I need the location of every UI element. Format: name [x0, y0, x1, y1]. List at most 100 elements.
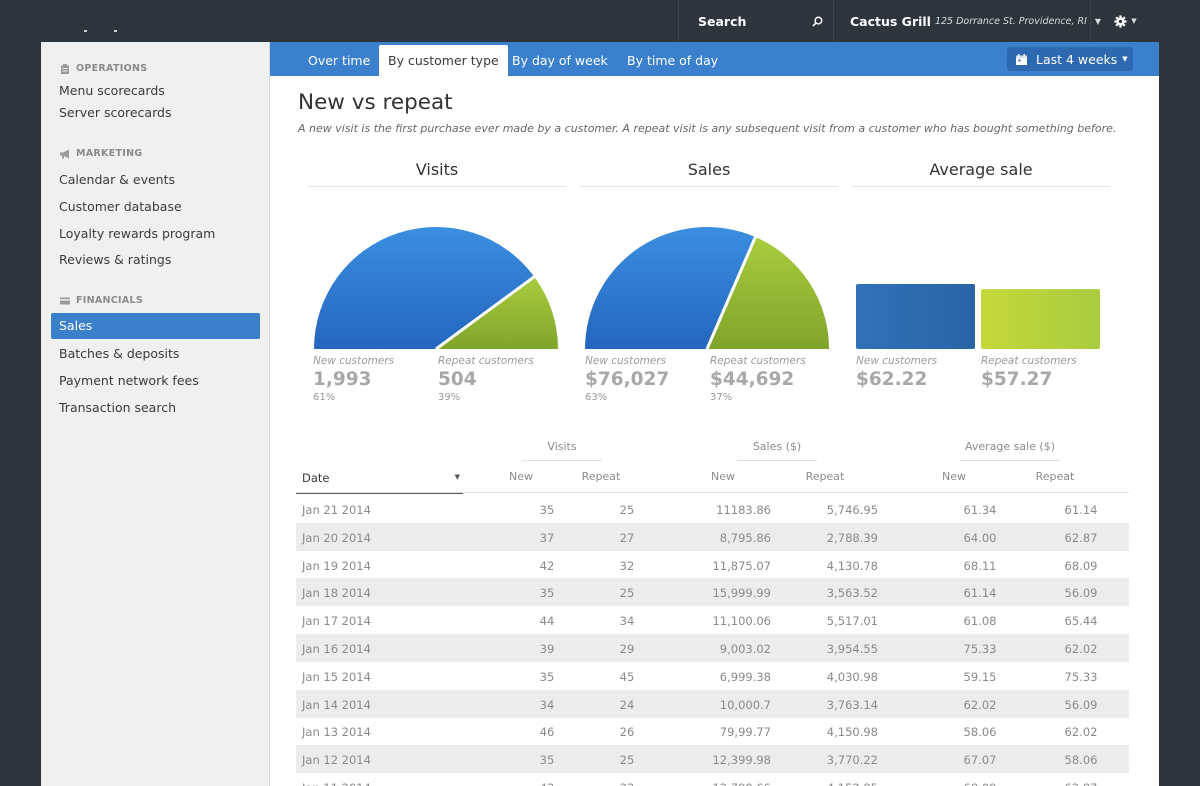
table-row[interactable]: Jan 14 2014 34 24 10,000.7 3,763.14 62.02 56.0… [296, 689, 1129, 718]
sales-slice-new[interactable] [585, 227, 756, 349]
sidebar-section-financials: FINANCIALS [60, 295, 143, 306]
sales-slice-repeat[interactable] [707, 237, 829, 349]
table-row[interactable]: Jan 15 2014 35 45 6,999.38 4,030.98 59.15 75.3… [296, 662, 1129, 690]
sales-repeat-stat: Repeat customers $44,692 37% [710, 355, 806, 403]
settings-button[interactable]: ▼ [1090, 0, 1160, 42]
cell-s-new: 6,999.38 [719, 669, 771, 684]
cell-s-rep: 3,763.14 [826, 697, 878, 712]
table-row[interactable]: Jan 16 2014 39 29 9,003.02 3,954.55 75.33 62.0… [296, 634, 1129, 662]
column-header-sales-new[interactable]: New [711, 470, 735, 483]
column-header-visits-new[interactable]: New [509, 470, 533, 483]
sales-chart-title: Sales [687, 160, 731, 179]
sidebar-item-payment-network-fees[interactable]: Payment network fees [59, 373, 199, 388]
cell-a-new: 68.09 [950, 781, 1010, 786]
tab-by-customer-type[interactable]: By customer type [379, 45, 508, 76]
cell-date: Jan 15 2014 [302, 669, 371, 684]
average-sale-bar-repeat[interactable] [981, 289, 1100, 349]
cell-v-new: 39 [539, 642, 555, 656]
sidebar-item-menu-scorecards[interactable]: Menu scorecards [59, 83, 165, 98]
table-row[interactable]: Jan 21 2014 35 25 11183.86 5,746.95 61.34 61.1… [296, 495, 1129, 523]
logo[interactable] [84, 30, 124, 34]
page-title: New vs repeat [298, 90, 453, 115]
divider [522, 460, 602, 461]
tab-by-time-of-day[interactable]: By time of day [627, 53, 719, 68]
cell-a-new: 68.11 [963, 558, 997, 573]
cell-date: Jan 12 2014 [302, 753, 371, 768]
average-sale-chart-title: Average sale [929, 160, 1033, 179]
cell-a-new: 67.07 [963, 753, 997, 768]
chevron-down-icon: ▼ [1131, 17, 1137, 25]
table-group-sales: Sales ($) [752, 440, 802, 453]
table-row[interactable]: Jan 11 2014 43 33 12,790.66 4,152.85 68.09 62.… [296, 773, 1129, 786]
search-button[interactable]: Search [678, 0, 834, 42]
cell-s-new: 15,999.99 [712, 586, 771, 601]
sidebar-item-batches-deposits[interactable]: Batches & deposits [59, 346, 180, 361]
date-range-button[interactable]: Last 4 weeks ▼ [1007, 47, 1133, 71]
visits-repeat-stat: Repeat customers 504 39% [438, 355, 534, 403]
charts-canvas [314, 226, 1100, 351]
cell-a-rep: 62.87 [1064, 530, 1098, 545]
table-row[interactable]: Jan 18 2014 35 25 15,999.99 3,563.52 61.14 56.… [296, 578, 1129, 607]
table-row[interactable]: Jan 17 2014 44 34 11,100.06 5,517.01 61.08 65.… [296, 606, 1129, 634]
cell-date: Jan 13 2014 [302, 725, 371, 740]
sidebar-item-calendar-events[interactable]: Calendar & events [59, 172, 176, 187]
cell-s-rep: 3,954.55 [826, 642, 878, 656]
sidebar-item-server-scorecards[interactable]: Server scorecards [59, 105, 172, 120]
table-group-average-sale: Average sale ($) [964, 440, 1056, 453]
business-selector[interactable]: Cactus Grill 125 Dorrance St. Providence… [834, 0, 1101, 42]
divider [308, 186, 566, 187]
cell-s-new: 12,790.66 [684, 781, 771, 786]
tab-over-time[interactable]: Over time [308, 53, 371, 68]
cell-date: Jan 20 2014 [302, 530, 371, 545]
sort-caret-icon: ▼ [454, 473, 460, 481]
cell-v-rep: 25 [619, 753, 635, 768]
cell-s-new: 12,399.98 [712, 753, 771, 768]
cell-v-new: 46 [539, 725, 555, 740]
cell-a-rep: 62.02 [1064, 725, 1098, 740]
table-group-visits: Visits [547, 440, 577, 453]
business-name: Cactus Grill [850, 13, 931, 29]
column-header-sales-repeat[interactable]: Repeat [805, 470, 845, 483]
table-row[interactable]: Jan 19 2014 42 32 11,875.07 4,130.78 68.11 68.… [296, 551, 1129, 579]
visits-slice-new[interactable] [314, 226, 535, 349]
table-row[interactable]: Jan 12 2014 35 25 12,399.98 3,770.22 67.07 58.… [296, 745, 1129, 774]
visits-slice-repeat[interactable] [436, 276, 558, 349]
sidebar-section-marketing: MARKETING [60, 148, 142, 159]
cell-s-rep: 5,517.01 [826, 614, 878, 629]
cell-date: Jan 18 2014 [302, 586, 371, 601]
sidebar-item-sales[interactable]: Sales [51, 313, 260, 339]
sidebar-item-transaction-search[interactable]: Transaction search [59, 400, 177, 415]
cell-s-rep: 4,152.85 [786, 781, 878, 786]
cell-a-rep: 62.87 [1051, 781, 1111, 786]
cell-v-new: 37 [539, 530, 555, 545]
cell-s-new: 10,000.7 [719, 697, 771, 712]
cell-s-new: 8,795.86 [719, 530, 771, 545]
sidebar-item-loyalty-rewards[interactable]: Loyalty rewards program [59, 226, 216, 241]
table-row[interactable]: Jan 20 2014 37 27 8,795.86 2,788.39 64.00 62.8… [296, 522, 1129, 551]
cell-s-new: 9,003.02 [719, 642, 771, 656]
cell-v-rep: 27 [619, 530, 635, 545]
column-header-average-repeat[interactable]: Repeat [1035, 470, 1075, 483]
cell-a-new: 75.33 [963, 642, 997, 656]
business-address: 125 Dorrance St. Providence, RI [934, 15, 1087, 27]
column-header-average-new[interactable]: New [942, 470, 966, 483]
cell-s-rep: 4,150.98 [826, 725, 878, 740]
cell-a-rep: 56.09 [1064, 586, 1098, 601]
credit-card-icon [60, 297, 70, 304]
cell-date: Jan 19 2014 [302, 558, 371, 573]
divider [580, 186, 838, 187]
column-header-visits-repeat[interactable]: Repeat [581, 470, 621, 483]
tab-by-day-of-week[interactable]: By day of week [512, 53, 608, 68]
cell-v-rep: 25 [619, 503, 635, 517]
cell-v-new: 42 [539, 558, 555, 573]
date-range-label: Last 4 weeks [1036, 51, 1118, 67]
average-sale-bar-new[interactable] [856, 284, 975, 349]
sidebar-item-reviews-ratings[interactable]: Reviews & ratings [59, 252, 172, 267]
divider [737, 460, 817, 461]
sales-new-stat: New customers $76,027 63% [585, 355, 670, 403]
divider [296, 492, 1129, 493]
table-row[interactable]: Jan 13 2014 46 26 79,99.77 4,150.98 58.06 62.0… [296, 717, 1129, 745]
chevron-down-icon: ▼ [1094, 16, 1102, 26]
date-column-header[interactable]: Date ▼ [296, 468, 463, 494]
sidebar-item-customer-database[interactable]: Customer database [59, 199, 182, 214]
